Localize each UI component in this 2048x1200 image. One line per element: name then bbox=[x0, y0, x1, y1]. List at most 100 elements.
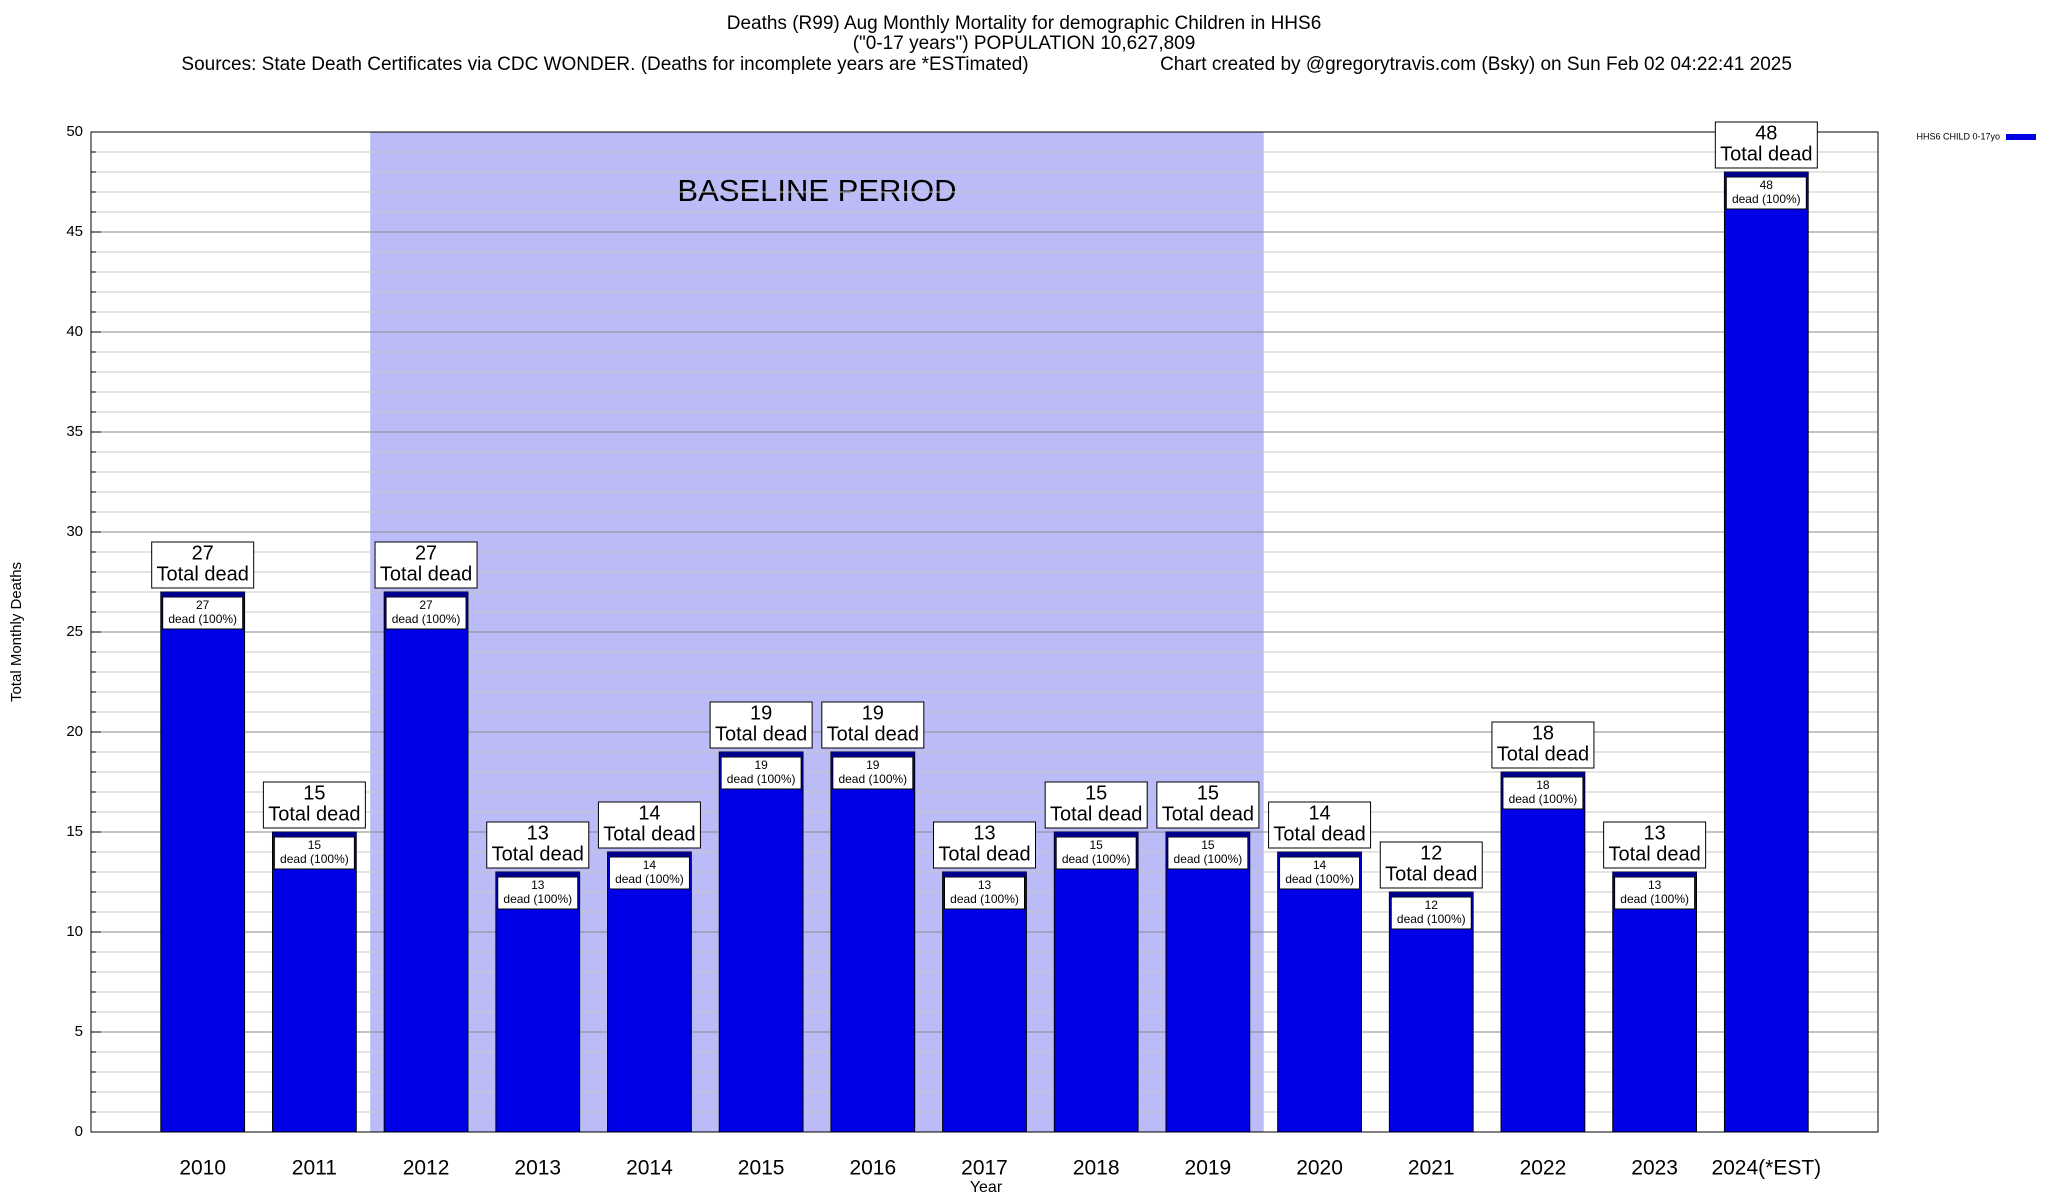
inner-text-label: dead (100%) bbox=[727, 772, 796, 786]
bar bbox=[1277, 851, 1362, 1133]
legend-label: HHS6 CHILD 0-17yo bbox=[1916, 131, 2000, 141]
x-tick-label: 2012 bbox=[403, 1157, 450, 1180]
inner-value-label: 19 bbox=[866, 758, 880, 772]
inner-value-label: 14 bbox=[643, 858, 657, 872]
bar-top bbox=[830, 752, 915, 756]
baseline-label: BASELINE PERIOD bbox=[677, 173, 956, 208]
y-tick-label: 15 bbox=[66, 823, 83, 840]
y-tick-label: 10 bbox=[66, 923, 83, 940]
inner-text-label: dead (100%) bbox=[168, 612, 237, 626]
bar-top bbox=[1724, 172, 1809, 176]
total-value-label: 13 bbox=[1644, 822, 1666, 844]
inner-text-label: dead (100%) bbox=[615, 872, 684, 886]
inner-text-label: dead (100%) bbox=[838, 772, 907, 786]
total-label-box bbox=[262, 781, 366, 829]
bar bbox=[1388, 891, 1474, 1133]
bar bbox=[383, 591, 469, 1133]
total-label-box bbox=[1268, 801, 1372, 849]
bar bbox=[830, 751, 916, 1133]
y-tick-label: 30 bbox=[66, 523, 83, 540]
inner-value-label: 15 bbox=[1090, 838, 1104, 852]
x-tick-label: 2024(*EST) bbox=[1711, 1157, 1821, 1180]
total-label-box bbox=[374, 541, 478, 589]
total-label-box bbox=[151, 541, 255, 589]
bar-top bbox=[607, 852, 692, 856]
x-tick-label: 2010 bbox=[179, 1157, 226, 1180]
bar-top bbox=[160, 592, 245, 596]
bar-top bbox=[1165, 832, 1250, 836]
inner-label-box bbox=[1055, 836, 1137, 870]
total-text-label: Total dead bbox=[1050, 803, 1142, 825]
y-tick-label: 35 bbox=[66, 423, 83, 440]
x-tick-label: 2023 bbox=[1631, 1157, 1678, 1180]
inner-text-label: dead (100%) bbox=[1509, 792, 1578, 806]
bar bbox=[1500, 771, 1586, 1133]
x-tick-label: 2018 bbox=[1073, 1157, 1120, 1180]
total-text-label: Total dead bbox=[938, 843, 1030, 865]
inner-label-box bbox=[497, 876, 579, 910]
total-label-box bbox=[821, 701, 925, 749]
total-value-label: 19 bbox=[862, 702, 884, 724]
bar bbox=[1165, 831, 1251, 1133]
y-axis-label: Total Monthly Deaths bbox=[8, 562, 25, 702]
inner-label-box bbox=[162, 596, 244, 630]
inner-label-box bbox=[944, 876, 1025, 910]
bar-top bbox=[495, 872, 580, 876]
total-label-box bbox=[1379, 841, 1483, 889]
bar-top bbox=[1501, 772, 1585, 776]
inner-value-label: 19 bbox=[754, 758, 768, 772]
total-value-label: 13 bbox=[527, 822, 549, 844]
inner-text-label: dead (100%) bbox=[950, 892, 1019, 906]
total-value-label: 27 bbox=[415, 542, 437, 564]
total-value-label: 15 bbox=[303, 782, 325, 804]
x-tick-label: 2020 bbox=[1296, 1157, 1343, 1180]
x-tick-label: 2011 bbox=[292, 1157, 337, 1180]
bar-top bbox=[1389, 892, 1474, 896]
total-text-label: Total dead bbox=[1497, 743, 1589, 765]
y-tick-label: 0 bbox=[75, 1123, 83, 1140]
inner-text-label: dead (100%) bbox=[1732, 192, 1801, 206]
inner-label-box bbox=[1167, 836, 1249, 870]
inner-value-label: 13 bbox=[1648, 878, 1662, 892]
inner-label-box bbox=[1502, 776, 1584, 810]
x-tick-label: 2022 bbox=[1520, 1157, 1567, 1180]
total-text-label: Total dead bbox=[715, 723, 807, 745]
x-tick-label: 2016 bbox=[849, 1157, 896, 1180]
x-tick-label: 2015 bbox=[738, 1157, 785, 1180]
x-tick-label: 2021 bbox=[1408, 1157, 1455, 1180]
total-text-label: Total dead bbox=[1720, 143, 1812, 165]
x-tick-label: 2017 bbox=[961, 1157, 1008, 1180]
x-tick-label: 2019 bbox=[1185, 1157, 1232, 1180]
bar bbox=[607, 851, 692, 1133]
inner-text-label: dead (100%) bbox=[392, 612, 461, 626]
inner-value-label: 15 bbox=[308, 838, 322, 852]
inner-text-label: dead (100%) bbox=[1620, 892, 1689, 906]
total-value-label: 15 bbox=[1197, 782, 1219, 804]
total-label-box bbox=[1156, 781, 1260, 829]
total-value-label: 13 bbox=[973, 822, 995, 844]
bar-top bbox=[1612, 872, 1697, 876]
bar bbox=[495, 871, 581, 1133]
inner-label-box bbox=[608, 856, 690, 890]
bar bbox=[942, 871, 1027, 1133]
total-text-label: Total dead bbox=[603, 823, 695, 845]
bar-top bbox=[719, 752, 804, 756]
x-tick-label: 2013 bbox=[514, 1157, 561, 1180]
inner-text-label: dead (100%) bbox=[1174, 852, 1243, 866]
credit-note: Chart created by @gregorytravis.com (Bsk… bbox=[1160, 54, 1792, 75]
inner-label-box bbox=[1725, 176, 1807, 210]
total-label-box bbox=[1603, 821, 1707, 869]
bar-top bbox=[272, 832, 357, 836]
bar bbox=[160, 591, 246, 1133]
total-text-label: Total dead bbox=[268, 803, 360, 825]
x-tick-label: 2014 bbox=[626, 1157, 673, 1180]
inner-label-box bbox=[832, 756, 914, 790]
inner-label-box bbox=[1614, 876, 1696, 910]
total-text-label: Total dead bbox=[1273, 823, 1365, 845]
bar-top bbox=[942, 872, 1027, 876]
bar bbox=[718, 751, 804, 1133]
bar-top bbox=[1277, 852, 1362, 856]
total-value-label: 14 bbox=[1308, 802, 1330, 824]
total-value-label: 18 bbox=[1532, 722, 1554, 744]
total-label-box bbox=[1491, 721, 1595, 769]
